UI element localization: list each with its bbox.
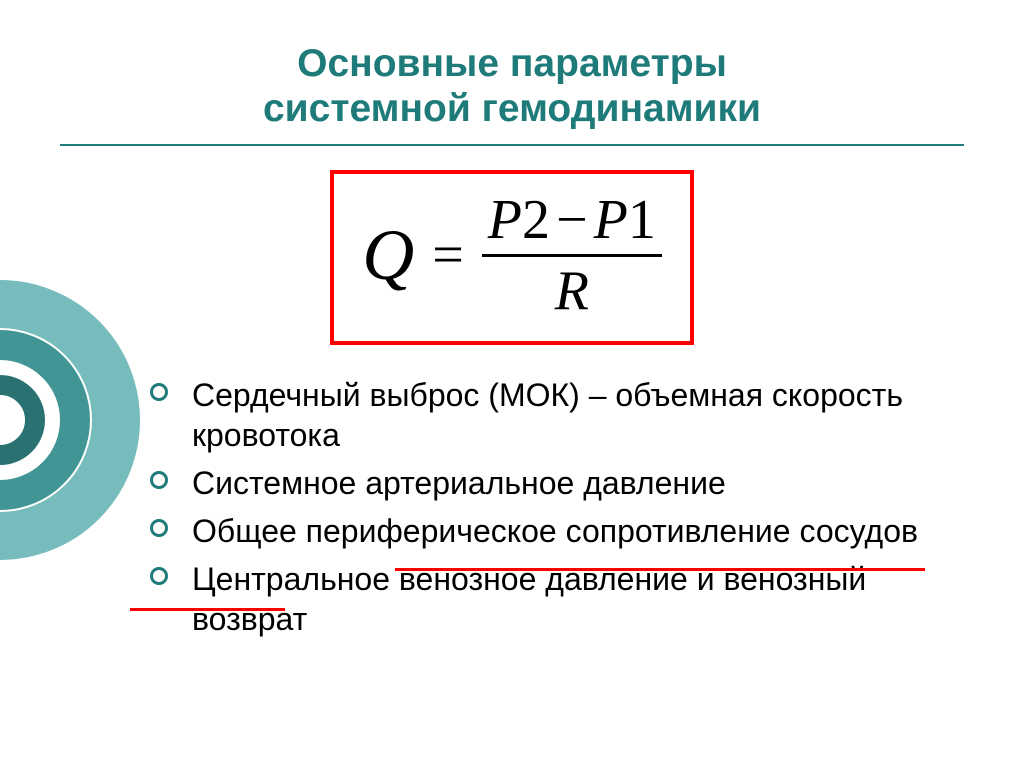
list-item: Системное артериальное давление [150,463,964,503]
bullet-icon [150,471,168,489]
slide-title-line2: системной гемодинамики [60,87,964,132]
slide: Основные параметры системной гемодинамик… [0,0,1024,767]
numerator-p2: P [488,189,522,251]
formula-numerator: P2−P1 [482,188,662,254]
bullet-icon [150,567,168,585]
slide-title-line1: Основные параметры [60,42,964,87]
list-item-text: Общее периферическое сопротивление сосуд… [192,513,918,549]
slide-title: Основные параметры системной гемодинамик… [60,42,964,132]
numerator-minus: − [550,189,594,251]
title-underline [60,144,964,146]
list-item-text: Сердечный выброс (МОК) – объемная скорос… [192,377,903,453]
formula-container: Q = P2−P1 R [60,170,964,345]
list-item: Центральное венозное давление и венозный… [150,559,964,639]
list-item: Сердечный выброс (МОК) – объемная скорос… [150,375,964,455]
bullet-icon [150,383,168,401]
formula: Q = P2−P1 R [362,188,662,323]
formula-fraction: P2−P1 R [482,188,662,323]
formula-lhs: Q [362,214,414,297]
numerator-2: 2 [522,189,550,251]
numerator-1: 1 [628,189,656,251]
formula-denominator: R [555,257,589,323]
list-item-text: Центральное венозное давление и венозный… [192,561,866,637]
formula-equals: = [432,223,464,287]
numerator-p1: P [594,189,628,251]
bullet-list: Сердечный выброс (МОК) – объемная скорос… [150,375,964,639]
formula-box: Q = P2−P1 R [330,170,694,345]
bullet-icon [150,519,168,537]
list-item: Общее периферическое сопротивление сосуд… [150,511,964,551]
list-item-text: Системное артериальное давление [192,465,726,501]
